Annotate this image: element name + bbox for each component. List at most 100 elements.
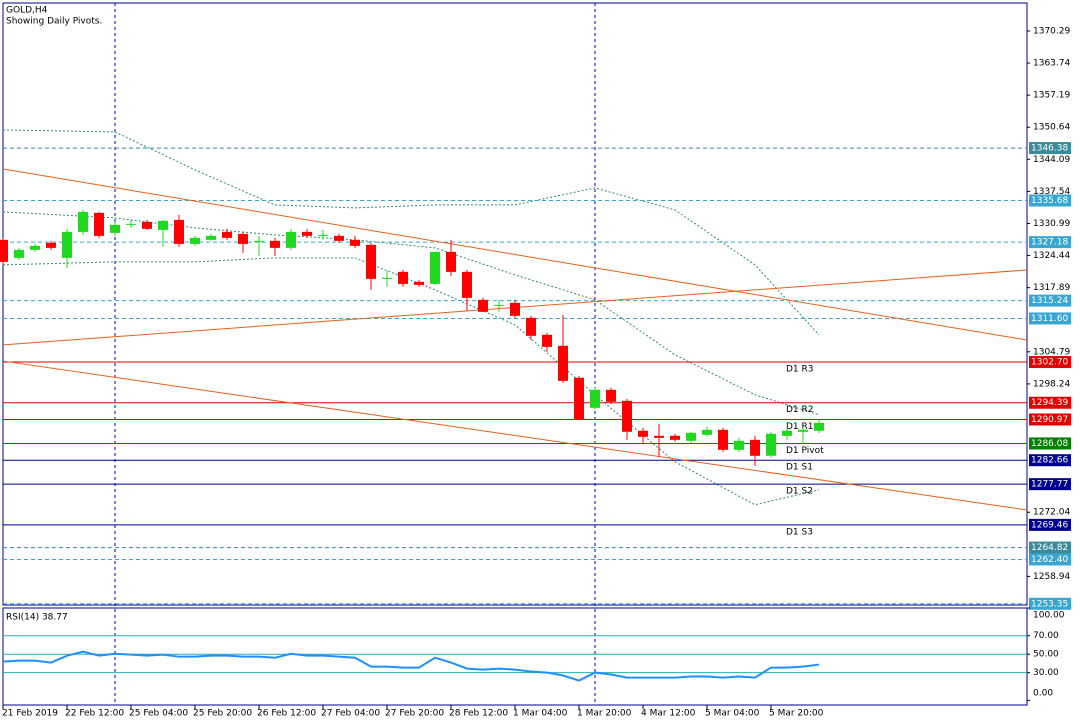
indicator-title: RSI(14) 38.77 xyxy=(6,613,68,623)
candle-body xyxy=(782,430,792,436)
x-tick-label: 27 Feb 04:00 xyxy=(321,709,380,719)
pivot-name: D1 Pivot xyxy=(786,446,824,456)
candle-body xyxy=(270,240,280,248)
candle-body xyxy=(142,221,152,229)
candle-body xyxy=(286,231,296,248)
x-tick-label: 25 Feb 04:00 xyxy=(129,709,188,719)
y-tick-label: 1337.54 xyxy=(1033,187,1070,197)
level-label: 1290.97 xyxy=(1031,415,1068,425)
candle-body xyxy=(238,233,248,244)
level-label-box xyxy=(1029,396,1071,409)
x-tick-label: 5 Mar 20:00 xyxy=(769,709,824,719)
level-label: 1253.35 xyxy=(1031,599,1068,609)
level-label-box xyxy=(1029,437,1071,450)
rsi-tick-label: 50.00 xyxy=(1033,650,1059,660)
rsi-tick-label: 30.00 xyxy=(1033,668,1059,678)
level-label: 1335.68 xyxy=(1031,196,1068,206)
level-label: 1311.60 xyxy=(1031,314,1068,324)
candle-body xyxy=(622,400,632,432)
candle-body xyxy=(798,429,808,432)
candle-body xyxy=(686,432,696,441)
candle-body xyxy=(126,223,136,225)
candle-body xyxy=(30,245,40,250)
candle-body xyxy=(814,422,824,431)
y-tick-label: 1350.64 xyxy=(1033,123,1070,133)
level-label: 1264.82 xyxy=(1031,543,1068,553)
bollinger-band xyxy=(2,257,820,506)
y-tick-label: 1330.99 xyxy=(1033,219,1070,229)
bollinger-band xyxy=(2,211,820,416)
bollinger-band xyxy=(2,129,820,336)
candle-body xyxy=(110,224,120,233)
pivot-name: D1 R2 xyxy=(786,405,814,415)
chart-subtitle: Showing Daily Pivots. xyxy=(6,17,102,27)
y-tick-label: 1370.29 xyxy=(1033,26,1070,36)
candle-body xyxy=(766,433,776,456)
level-label-box xyxy=(1029,294,1071,307)
level-label-box xyxy=(1029,312,1071,325)
trendline xyxy=(2,168,1028,341)
candle-body xyxy=(414,281,424,285)
candle-body xyxy=(350,239,360,246)
level-label-box xyxy=(1029,454,1071,467)
level-label-box xyxy=(1029,142,1071,155)
pivot-name: D1 S1 xyxy=(786,463,813,473)
pivot-name: D1 R1 xyxy=(786,422,814,432)
candle-body xyxy=(718,429,728,450)
candle-body xyxy=(670,435,680,440)
candle-body xyxy=(382,277,392,279)
candle-body xyxy=(190,237,200,244)
level-label-box xyxy=(1029,597,1071,610)
level-label: 1327.18 xyxy=(1031,238,1068,248)
candle-body xyxy=(526,317,536,336)
level-label-box xyxy=(1029,236,1071,249)
level-label: 1262.40 xyxy=(1031,555,1068,565)
candle-body xyxy=(478,299,488,312)
level-label-box xyxy=(1029,478,1071,491)
level-label: 1269.46 xyxy=(1031,520,1068,530)
x-tick-label: 28 Feb 12:00 xyxy=(449,709,508,719)
x-tick-label: 1 Mar 20:00 xyxy=(577,709,632,719)
x-tick-label: 4 Mar 12:00 xyxy=(641,709,696,719)
y-tick-label: 1317.89 xyxy=(1033,283,1070,293)
candle-body xyxy=(222,231,232,238)
candle-body xyxy=(206,235,216,240)
level-label-box xyxy=(1029,194,1071,207)
level-label-box xyxy=(1029,413,1071,426)
level-label-box xyxy=(1029,518,1071,531)
rsi-panel xyxy=(2,607,1028,706)
candle-body xyxy=(174,219,184,244)
candle-body xyxy=(462,271,472,298)
candle-body xyxy=(542,334,552,347)
candle-body xyxy=(254,240,264,242)
candle-body xyxy=(606,389,616,402)
y-tick-label: 1272.04 xyxy=(1033,508,1070,518)
candle-body xyxy=(46,242,56,248)
x-tick-label: 26 Feb 12:00 xyxy=(257,709,316,719)
candle-body xyxy=(590,389,600,408)
candle-body xyxy=(654,435,664,438)
level-label: 1302.70 xyxy=(1031,358,1068,368)
candle-body xyxy=(366,244,376,279)
candle-body xyxy=(430,251,440,284)
candle-body xyxy=(446,251,456,272)
candle-body xyxy=(734,440,744,450)
candle-body xyxy=(494,304,504,306)
pivot-name: D1 S3 xyxy=(786,527,813,537)
x-tick-label: 1 Mar 04:00 xyxy=(513,709,568,719)
candle-body xyxy=(574,377,584,420)
trendline xyxy=(2,360,1028,511)
rsi-tick-label: 100.00 xyxy=(1033,611,1065,621)
candle-body xyxy=(334,235,344,241)
y-tick-label: 1344.09 xyxy=(1033,155,1070,165)
candle-body xyxy=(78,211,88,232)
level-label-box xyxy=(1029,541,1071,554)
level-label: 1277.77 xyxy=(1031,480,1068,490)
y-tick-label: 1357.19 xyxy=(1033,91,1070,101)
rsi-tick-label: 70.00 xyxy=(1033,631,1059,641)
main-panel xyxy=(2,2,1028,606)
candle-body xyxy=(94,212,104,236)
y-tick-label: 1324.44 xyxy=(1033,251,1070,261)
y-tick-label: 1258.94 xyxy=(1033,572,1070,582)
